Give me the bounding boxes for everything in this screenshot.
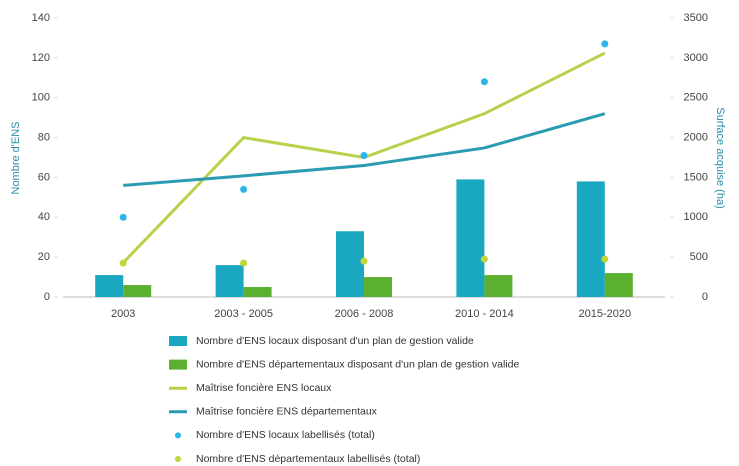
- legend-label: Nombre d'ENS locaux labellisés (total): [196, 429, 375, 441]
- x-tick-label: 2010 - 2014: [455, 308, 514, 320]
- point: [119, 213, 127, 221]
- legend-swatch: [169, 359, 187, 370]
- x-tick-label: 2003 - 2005: [214, 308, 273, 320]
- bar: [364, 277, 392, 297]
- point: [601, 255, 609, 263]
- y-tick-label: 40: [38, 211, 50, 223]
- x-tick-label: 2006 - 2008: [335, 308, 394, 320]
- x-tick-label: 2015-2020: [578, 308, 631, 320]
- point: [480, 78, 488, 86]
- legend: Nombre d'ENS locaux disposant d'un plan …: [169, 335, 519, 465]
- y-tick-label: 60: [38, 171, 50, 183]
- point: [601, 40, 609, 48]
- legend-label: Maîtrise foncière ENS départementaux: [196, 406, 378, 418]
- bar: [604, 273, 633, 297]
- y2-tick-label: 500: [690, 251, 708, 263]
- bar: [243, 287, 272, 297]
- y-tick-label: 80: [38, 131, 50, 143]
- point: [360, 257, 368, 265]
- legend-label: Maîtrise foncière ENS locaux: [196, 382, 332, 394]
- y-tick-label: 0: [44, 291, 50, 303]
- y-axis-title: Nombre d'ENS: [10, 121, 22, 194]
- bar: [484, 275, 513, 297]
- y2-tick-label: 1000: [684, 211, 708, 223]
- bar: [123, 285, 152, 297]
- y2-tick-label: 2500: [684, 92, 708, 104]
- point: [480, 255, 488, 263]
- bar: [456, 179, 485, 297]
- legend-label: Nombre d'ENS départementaux disposant d'…: [196, 358, 519, 370]
- line: [123, 112, 606, 187]
- y2-tick-label: 3500: [684, 12, 708, 24]
- point: [240, 259, 248, 267]
- bar: [336, 231, 364, 297]
- y2-tick-label: 0: [702, 291, 708, 303]
- legend-swatch: [175, 456, 181, 462]
- y-tick-label: 140: [32, 12, 50, 24]
- legend-label: Nombre d'ENS locaux disposant d'un plan …: [196, 335, 474, 347]
- bar: [215, 265, 244, 297]
- legend-swatch: [169, 336, 187, 346]
- point: [240, 185, 248, 193]
- bar: [576, 181, 605, 297]
- bar: [95, 275, 124, 297]
- y2-axis-title: Surface acquise (ha): [714, 107, 726, 209]
- y2-tick-label: 2000: [684, 131, 708, 143]
- point: [119, 259, 127, 267]
- y2-tick-label: 1500: [684, 171, 708, 183]
- point: [360, 152, 368, 160]
- y-tick-label: 20: [38, 251, 50, 263]
- x-tick-label: 2003: [111, 308, 135, 320]
- y2-tick-label: 3000: [684, 52, 708, 64]
- y-tick-label: 120: [32, 52, 50, 64]
- legend-label: Nombre d'ENS départementaux labellisés (…: [196, 453, 420, 465]
- y-tick-label: 100: [32, 92, 50, 104]
- legend-swatch: [175, 432, 181, 439]
